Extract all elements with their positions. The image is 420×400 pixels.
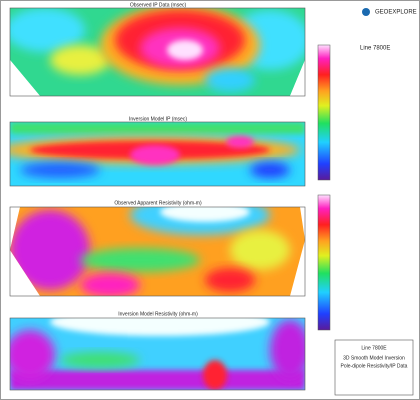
- logo: GEOEXPLORE: [375, 10, 417, 16]
- ip-observed: [10, 8, 305, 96]
- panel-title: Observed IP Data (msec): [130, 2, 187, 8]
- panel-title: Inversion Model Resistivity (ohm-m): [118, 311, 198, 317]
- ip-model: [10, 122, 305, 186]
- res-color-scale: [317, 194, 331, 331]
- legend-line: Line 7800E: [360, 46, 390, 52]
- panel-title: Inversion Model IP (msec): [129, 116, 187, 122]
- res-observed: [10, 207, 305, 296]
- ip-color-scale: [317, 44, 331, 181]
- title-block-line: Line 7800E: [361, 345, 387, 351]
- title-block-text: Pole-dipole Resistivity/IP Data: [341, 363, 408, 369]
- res-model: [10, 318, 305, 390]
- title-block-text: 3D Smooth Model Inversion: [343, 355, 405, 361]
- title-block: [334, 339, 414, 396]
- panel-title: Observed Apparent Resistivity (ohm-m): [114, 200, 202, 206]
